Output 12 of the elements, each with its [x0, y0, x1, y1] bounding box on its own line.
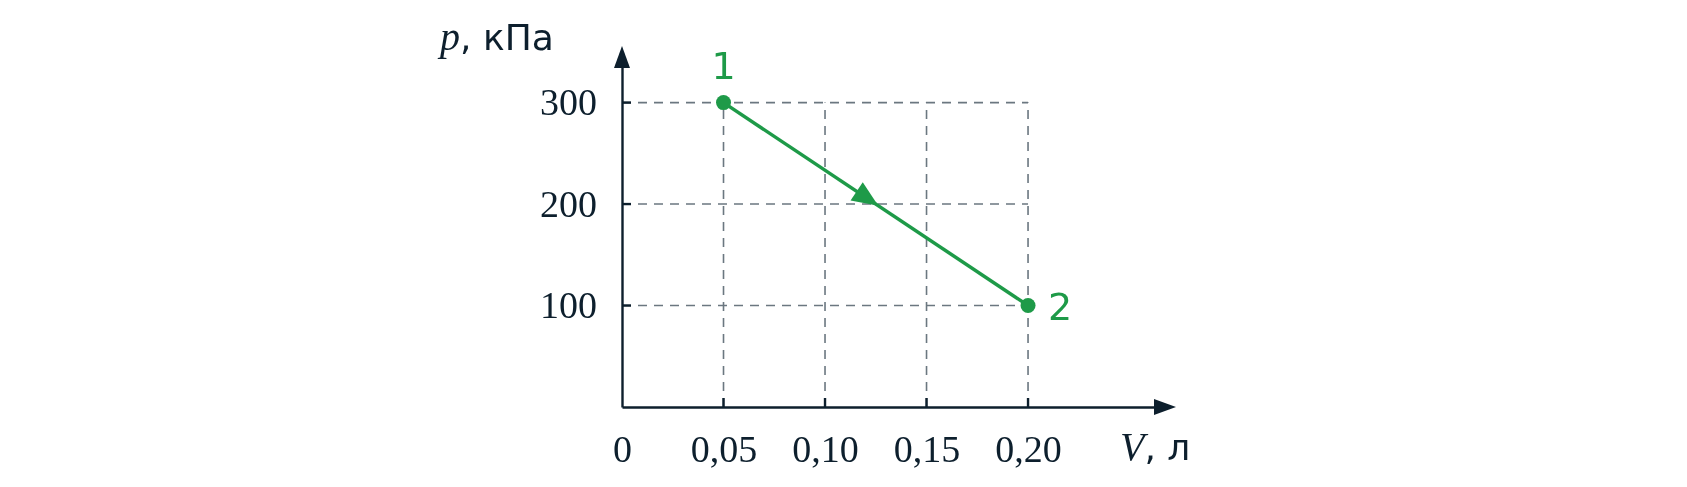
y-tick-label: 200 — [540, 182, 597, 225]
x-tick-label: 0,10 — [792, 427, 859, 470]
annotation: 1 — [711, 43, 736, 88]
y-axis-title: p, кПа — [437, 14, 554, 59]
x-tick-label: 0,15 — [893, 427, 961, 470]
y-tick-label: 100 — [540, 284, 597, 327]
annotation: 2 — [1047, 284, 1073, 329]
x-axis-title: V, л — [1120, 424, 1191, 469]
x-tick-label: 0 — [613, 427, 632, 470]
x-tick-label: 0,05 — [690, 427, 758, 470]
x-tick-label: 0,20 — [995, 427, 1062, 470]
y-tick-label: 300 — [540, 81, 597, 124]
